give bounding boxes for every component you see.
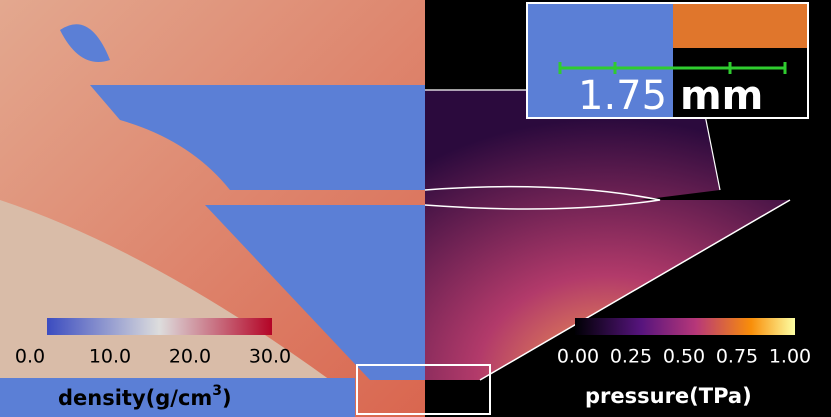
- colorbar-tick-label: 20.0: [169, 346, 211, 368]
- scale-value: 1.75: [578, 73, 667, 119]
- density-colorbar: [47, 318, 272, 335]
- colorbar-tick-label: 0.75: [716, 346, 758, 368]
- pressure-ticks: 0.00 0.25 0.50 0.75 1.00: [557, 346, 811, 368]
- colorbar-tick-label: 10.0: [89, 346, 131, 368]
- colorbar-tick-label: 1.00: [769, 346, 811, 368]
- density-label-prefix: density(g/cm: [58, 386, 212, 410]
- pressure-colorbar: [575, 318, 795, 335]
- colorbar-tick-label: 0.00: [557, 346, 599, 368]
- figure: 1.75 mm 0.0 10.0 20.0 30.0 0.00 0.25 0.50 0.75…: [0, 0, 831, 417]
- page: {"density_colorbar": {"ticks": ["0.0", "…: [0, 0, 831, 417]
- pressure-label: pressure(TPa): [585, 384, 752, 408]
- colorbar-tick-label: 0.25: [610, 346, 652, 368]
- density-label: density(g/cm3): [58, 383, 232, 410]
- colorbar-tick-label: 0.0: [15, 346, 45, 368]
- scale-unit: mm: [680, 73, 763, 119]
- colorbar-tick-label: 0.50: [663, 346, 705, 368]
- density-label-suffix: ): [222, 386, 232, 410]
- inset-pressure-glow: [673, 3, 808, 48]
- density-label-superscript: 3: [212, 383, 222, 399]
- colorbar-tick-label: 30.0: [249, 346, 291, 368]
